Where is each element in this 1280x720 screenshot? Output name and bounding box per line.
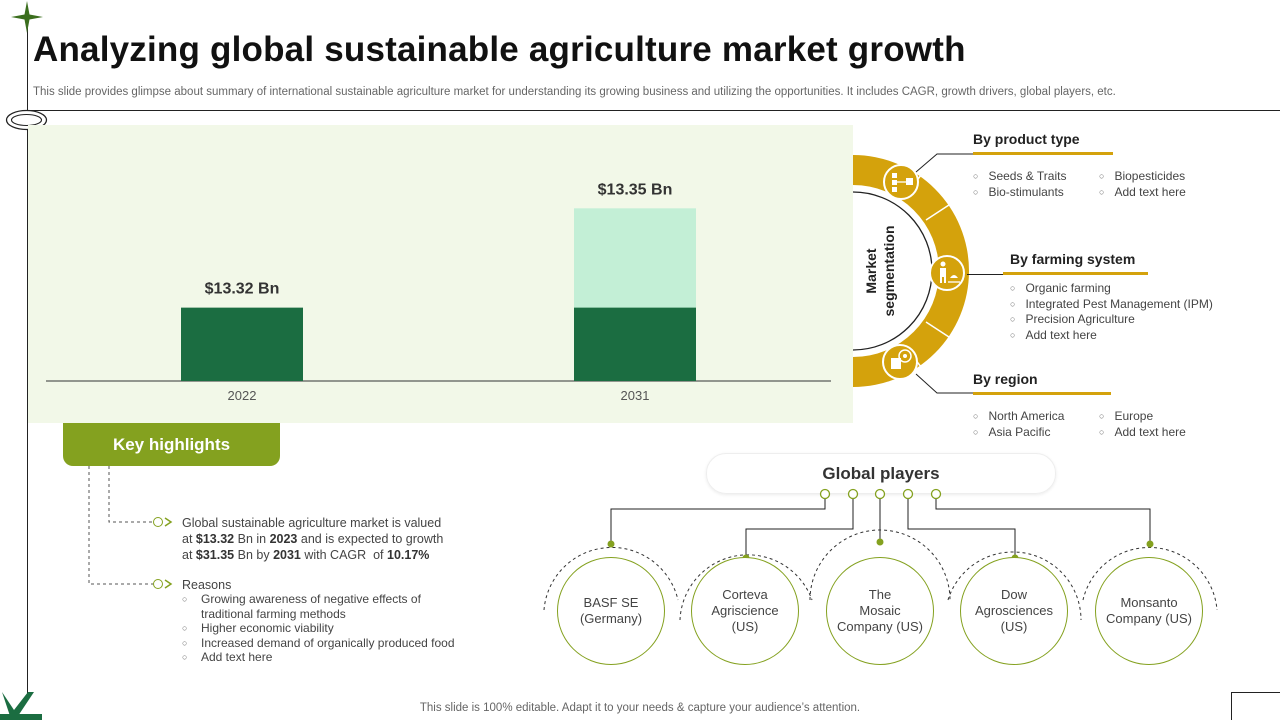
frame-vertical-line xyxy=(27,28,28,698)
list-item: Organic farming xyxy=(1010,281,1213,297)
connector-line xyxy=(967,274,1003,275)
tick-label-2031: 2031 xyxy=(621,388,650,403)
reasons-list: Growing awareness of negative effects of… xyxy=(182,592,472,665)
company-name: (US) xyxy=(731,619,759,634)
text-part: Bn in xyxy=(234,532,270,546)
company-corteva: Corteva Agriscience (US) xyxy=(691,557,799,665)
page-subtitle: This slide provides glimpse about summar… xyxy=(33,86,1116,98)
market-bar-chart: $13.32 Bn 2022 $13.35 Bn 2031 xyxy=(46,181,831,403)
list-item: Higher economic viability xyxy=(182,621,472,636)
region-title: By region xyxy=(973,371,1111,395)
bullet-arrow-icon xyxy=(164,579,173,589)
target-icon xyxy=(882,344,918,380)
segmentation-ring xyxy=(853,155,969,387)
frame-horizontal-line xyxy=(27,110,1280,111)
bullet-dot xyxy=(153,579,163,589)
list-item: Add text here xyxy=(1099,185,1185,201)
list-item: Bio-stimulants xyxy=(973,185,1099,201)
company-name: (Germany) xyxy=(579,611,643,626)
cagr-value: 10.17% xyxy=(387,548,430,562)
company-name: The xyxy=(868,587,892,602)
list-item: Growing awareness of negative effects of… xyxy=(182,592,472,621)
ring-decoration xyxy=(5,109,48,131)
list-item: Asia Pacific xyxy=(973,425,1099,441)
list-item: Add text here xyxy=(1099,425,1185,441)
farming-system-block: By farming system xyxy=(1003,251,1148,275)
list-item: North America xyxy=(973,409,1099,425)
leaf-corner-icon xyxy=(0,692,42,720)
list-item: Add text here xyxy=(1010,328,1213,344)
year-2023: 2023 xyxy=(269,532,298,546)
bullet-arrow-icon xyxy=(164,517,173,527)
company-name: Agrosciences xyxy=(974,603,1054,618)
corner-box-decoration xyxy=(1231,692,1280,720)
list-item: Add text here xyxy=(182,650,472,665)
bar-2031 xyxy=(574,307,696,381)
product-type-block: By product type xyxy=(973,131,1113,155)
reasons-title: Reasons xyxy=(182,578,232,592)
text-part: Bn by xyxy=(234,548,274,562)
farmer-icon xyxy=(929,255,965,291)
value-2031: $31.35 xyxy=(195,548,235,562)
company-name: Dow xyxy=(1000,587,1027,602)
list-item: Increased demand of organically produced… xyxy=(182,636,472,651)
players-connectors xyxy=(543,488,1218,621)
footer-note: This slide is 100% editable. Adapt it to… xyxy=(419,702,861,714)
company-name: Company (US) xyxy=(1106,611,1192,626)
data-label-2022: $13.32 Bn xyxy=(205,281,280,298)
year-2031: 2031 xyxy=(273,548,301,562)
farming-system-title: By farming system xyxy=(1003,251,1148,275)
highlight-point: Global sustainable agriculture market is… xyxy=(182,515,472,563)
highlights-connector xyxy=(88,466,155,585)
company-name: Agriscience xyxy=(711,603,779,618)
text-part: and is expected to growth xyxy=(297,532,444,546)
value-2023: $13.32 xyxy=(195,532,235,546)
list-item: Biopesticides xyxy=(1099,169,1186,185)
key-highlights-tab: Key highlights xyxy=(63,423,280,466)
chart-panel: $13.32 Bn 2022 $13.35 Bn 2031 xyxy=(28,125,853,423)
page-title: Analyzing global sustainable agriculture… xyxy=(33,30,966,69)
tick-label-2022: 2022 xyxy=(228,388,257,403)
region-items: North America Asia Pacific Europe Add te… xyxy=(973,401,1186,441)
company-basf: BASF SE (Germany) xyxy=(557,557,665,665)
company-monsanto: Monsanto Company (US) xyxy=(1095,557,1203,665)
farming-system-items: Organic farming Integrated Pest Manageme… xyxy=(1010,273,1213,344)
segmentation-label-line1: Market xyxy=(863,248,879,293)
product-type-title: By product type xyxy=(973,131,1113,155)
company-name: Company (US) xyxy=(837,619,923,634)
company-name: (US) xyxy=(1000,619,1028,634)
text-part: with CAGR of xyxy=(300,548,388,562)
list-item: Precision Agriculture xyxy=(1010,312,1213,328)
company-name: Corteva xyxy=(722,587,768,602)
segmentation-label-line2: segmentation xyxy=(881,225,897,316)
list-item: Seeds & Traits xyxy=(973,169,1099,185)
company-name: BASF SE xyxy=(583,595,639,610)
hierarchy-icon xyxy=(883,164,919,200)
sparkle-icon xyxy=(11,1,43,33)
company-name: Monsanto xyxy=(1120,595,1178,610)
company-mosaic: The Mosaic Company (US) xyxy=(826,557,934,665)
bar-2022 xyxy=(181,307,303,381)
list-item: Integrated Pest Management (IPM) xyxy=(1010,297,1212,313)
company-dow: Dow Agrosciences (US) xyxy=(960,557,1068,665)
list-item: Europe xyxy=(1099,409,1186,425)
highlight-line: Global sustainable agriculture market is… xyxy=(182,516,442,530)
segmentation-arc: Market segmentation xyxy=(852,153,980,394)
bullet-dot xyxy=(153,517,163,527)
text-part: at xyxy=(182,532,196,546)
product-type-items: Seeds & Traits Bio-stimulants Biopestici… xyxy=(973,161,1186,201)
data-label-2031: $13.35 Bn xyxy=(598,181,673,198)
text-part: at xyxy=(182,548,196,562)
company-name: Mosaic xyxy=(859,603,901,618)
region-block: By region xyxy=(973,371,1111,395)
